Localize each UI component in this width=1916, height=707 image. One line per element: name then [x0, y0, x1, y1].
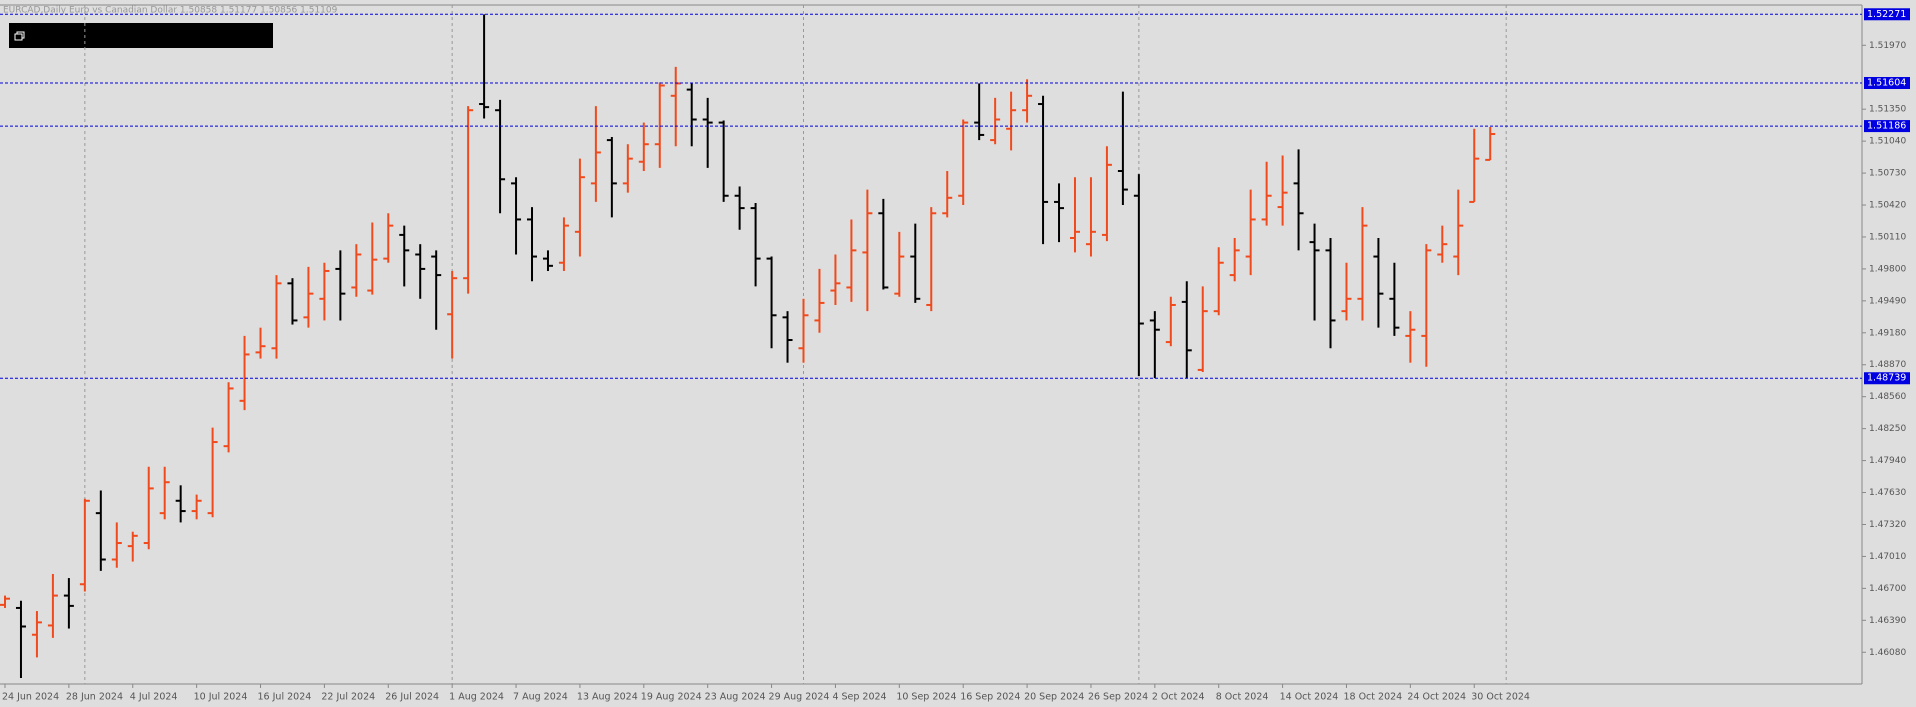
- y-tick-label: 1.47630: [1869, 488, 1906, 498]
- level-label: 1.48739: [1867, 373, 1906, 384]
- x-tick-label: 26 Jul 2024: [385, 692, 439, 703]
- x-tick-label: 24 Jun 2024: [2, 692, 59, 703]
- y-tick-label: 1.49180: [1869, 328, 1906, 338]
- x-tick-label: 1 Aug 2024: [449, 692, 504, 703]
- y-tick-label: 1.51970: [1869, 41, 1906, 51]
- y-tick-label: 1.51350: [1869, 105, 1906, 115]
- level-box: [1864, 120, 1910, 133]
- x-tick-label: 29 Aug 2024: [769, 692, 830, 703]
- collapsed-panel[interactable]: [9, 23, 273, 48]
- y-tick-label: 1.47010: [1869, 552, 1906, 562]
- x-tick-label: 10 Jul 2024: [194, 692, 248, 703]
- x-tick-label: 24 Oct 2024: [1407, 692, 1466, 703]
- x-tick-label: 23 Aug 2024: [705, 692, 766, 703]
- panel-box[interactable]: [9, 23, 273, 48]
- y-tick-label: 1.46080: [1869, 648, 1906, 658]
- x-tick-label: 16 Sep 2024: [960, 692, 1020, 703]
- x-tick-label: 28 Jun 2024: [66, 692, 123, 703]
- x-tick-label: 7 Aug 2024: [513, 692, 568, 703]
- chart-title: EURCAD,Daily Euro vs Canadian Dollar 1.5…: [3, 6, 338, 16]
- level-label: 1.52271: [1867, 9, 1906, 20]
- x-tick-label: 8 Oct 2024: [1216, 692, 1269, 703]
- y-tick-label: 1.48870: [1869, 360, 1906, 370]
- x-tick-label: 2 Oct 2024: [1152, 692, 1205, 703]
- x-tick-label: 4 Sep 2024: [832, 692, 886, 703]
- x-tick-label: 18 Oct 2024: [1343, 692, 1402, 703]
- y-tick-label: 1.50420: [1869, 201, 1906, 211]
- level-box: [1864, 372, 1910, 385]
- x-tick-label: 19 Aug 2024: [641, 692, 702, 703]
- x-tick-label: 10 Sep 2024: [896, 692, 956, 703]
- x-tick-label: 13 Aug 2024: [577, 692, 638, 703]
- x-tick-label: 20 Sep 2024: [1024, 692, 1084, 703]
- x-tick-label: 4 Jul 2024: [130, 692, 178, 703]
- x-tick-label: 22 Jul 2024: [321, 692, 375, 703]
- y-tick-label: 1.49800: [1869, 264, 1906, 274]
- y-tick-label: 1.46700: [1869, 584, 1906, 594]
- level-label: 1.51186: [1867, 121, 1906, 132]
- x-tick-label: 30 Oct 2024: [1471, 692, 1530, 703]
- panel-icon[interactable]: [14, 33, 23, 41]
- y-tick-label: 1.48560: [1869, 392, 1906, 402]
- y-tick-label: 1.50110: [1869, 232, 1906, 242]
- y-tick-label: 1.49490: [1869, 296, 1906, 306]
- y-tick-label: 1.47940: [1869, 456, 1906, 466]
- x-tick-label: 16 Jul 2024: [258, 692, 312, 703]
- x-tick-label: 14 Oct 2024: [1280, 692, 1339, 703]
- y-tick-label: 1.51040: [1869, 137, 1906, 147]
- level-label: 1.51604: [1867, 78, 1906, 89]
- y-tick-label: 1.47320: [1869, 520, 1906, 530]
- y-tick-label: 1.46390: [1869, 616, 1906, 626]
- level-box: [1864, 8, 1910, 21]
- x-tick-label: 26 Sep 2024: [1088, 692, 1148, 703]
- y-tick-label: 1.50730: [1869, 169, 1906, 179]
- level-box: [1864, 77, 1910, 90]
- y-tick-label: 1.48250: [1869, 424, 1906, 434]
